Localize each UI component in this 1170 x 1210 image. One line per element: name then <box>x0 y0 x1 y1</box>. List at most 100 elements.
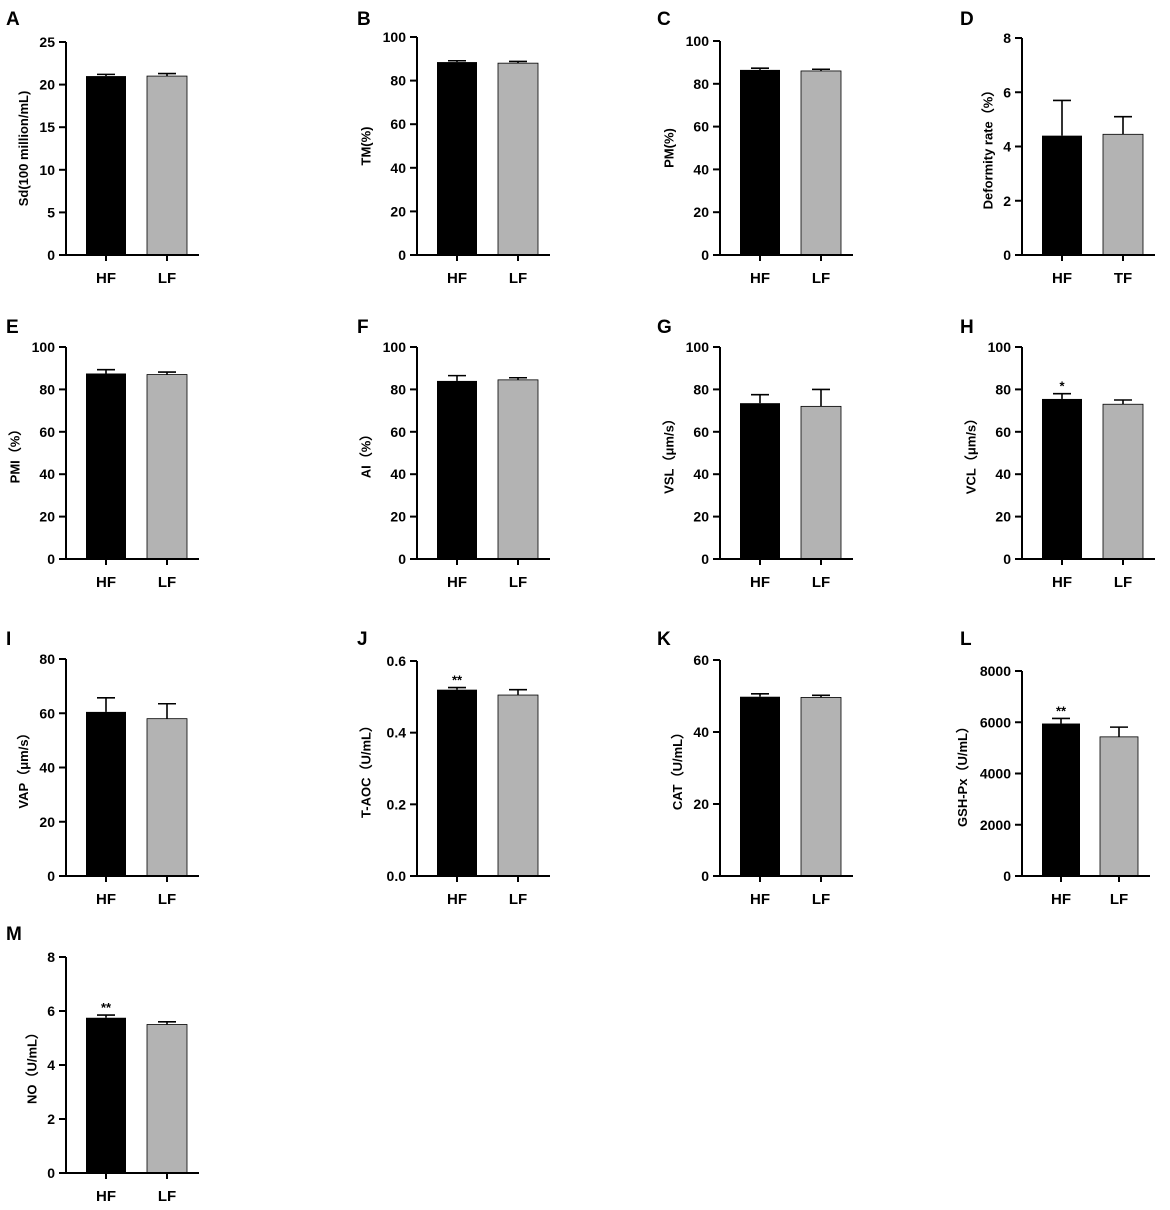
panel-f-ytick-label: 60 <box>390 424 406 440</box>
panel-j-chart: J ** HF LF 0.0 0.2 0.4 0.6 T-AOC（U/mL） <box>357 629 550 908</box>
panel-b-bar-hf <box>437 62 477 255</box>
panel-i-chart: I HF LF 0 20 40 60 80 VAP（μm/s） <box>6 629 199 908</box>
panel-m-ytick-label: 2 <box>47 1111 55 1127</box>
panel-k-ytick-label: 40 <box>693 724 709 740</box>
panel-f-xtick-lf: LF <box>509 574 527 591</box>
panel-f-letter: F <box>357 317 369 338</box>
panel-e-ytick-label: 60 <box>39 424 55 440</box>
panel-e-bar-lf <box>146 374 188 560</box>
panel-c-ytick-label: 60 <box>693 119 709 135</box>
panel-m-bar-hf <box>86 1017 126 1173</box>
panel-m-letter: M <box>6 924 22 945</box>
panel-k-ytick-label: 0 <box>701 868 709 884</box>
panel-a-ytick-label: 20 <box>39 77 55 93</box>
panel-e-ylabel: PMI（%） <box>8 423 23 484</box>
panel-i-ytick-label: 40 <box>39 760 55 776</box>
panel-h-bar-lf <box>1102 403 1144 560</box>
panel-a-chart: A HF LF 0 5 10 15 20 25 Sd(100 million/mL) <box>6 9 199 287</box>
panel-m-ytick-label: 0 <box>47 1165 55 1181</box>
panel-j-ytick-label: 0.0 <box>387 868 407 884</box>
panel-m-xtick-hf: HF <box>96 1188 116 1205</box>
panel-k-ylabel: CAT（U/mL） <box>670 726 685 810</box>
panel-d-chart: D HF TF 0 2 4 6 8 Deformity rate（%） <box>960 9 1155 287</box>
panel-f-chart: F HF LF 0 20 40 60 80 100 AI（%） <box>357 317 550 591</box>
panel-b-chart: B HF LF 0 20 40 60 80 100 TM(%) <box>357 9 550 287</box>
panel-k-bar-lf <box>800 697 842 877</box>
panel-i-xtick-lf: LF <box>158 891 176 908</box>
panel-a-letter: A <box>6 9 20 30</box>
panel-d-bar-hf <box>1042 135 1082 255</box>
panel-j-xtick-lf: LF <box>509 891 527 908</box>
panel-b-ytick-label: 20 <box>390 203 406 219</box>
panel-d-letter: D <box>960 9 974 30</box>
panel-c-chart: C HF LF 0 20 40 60 80 100 PM(%) <box>657 9 853 287</box>
panel-l-xtick-lf: LF <box>1110 891 1128 908</box>
panel-i-ytick-label: 20 <box>39 814 55 830</box>
panel-e-xtick-hf: HF <box>96 574 116 591</box>
panel-c-xtick-lf: LF <box>812 270 830 287</box>
panel-e-xtick-lf: LF <box>158 574 176 591</box>
panel-e-bar-hf <box>86 373 126 559</box>
panel-k-ytick-label: 60 <box>693 652 709 668</box>
panel-e-ytick-label: 20 <box>39 509 55 525</box>
panel-b-ytick-label: 100 <box>383 29 407 45</box>
panel-g-ytick-label: 100 <box>686 339 710 355</box>
panel-l-bar-lf <box>1099 736 1139 877</box>
panel-j-letter: J <box>357 629 368 650</box>
panel-d-bar-tf <box>1102 133 1144 256</box>
panel-l-bar-hf <box>1042 723 1080 876</box>
panel-l-ytick-label: 2000 <box>980 817 1011 833</box>
panel-m-ytick-label: 4 <box>47 1057 55 1073</box>
panel-b-xtick-lf: LF <box>509 270 527 287</box>
panel-l-chart: L ** HF LF 0 2000 4000 6000 8000 GSH-Px（U/mL） <box>955 629 1150 908</box>
panel-b-ytick-label: 60 <box>390 116 406 132</box>
panel-h-ytick-label: 60 <box>995 424 1011 440</box>
panel-h-ytick-label: 40 <box>995 466 1011 482</box>
panel-d-ytick-label: 8 <box>1003 30 1011 46</box>
panel-a-ytick-label: 25 <box>39 34 55 50</box>
panel-j-ytick-label: 0.6 <box>387 653 407 669</box>
panel-f-bar-hf <box>437 380 477 559</box>
panel-a-ytick-label: 10 <box>39 162 55 178</box>
panel-d-ylabel: Deformity rate（%） <box>981 84 996 210</box>
panel-c-xtick-hf: HF <box>750 270 770 287</box>
panel-d-ytick-label: 2 <box>1003 193 1011 209</box>
panel-a-xtick-lf: LF <box>158 270 176 287</box>
panel-g-ytick-label: 40 <box>693 466 709 482</box>
panel-h-ytick-label: 80 <box>995 381 1011 397</box>
panel-a-bar-lf <box>146 75 188 256</box>
panel-f-ytick-label: 40 <box>390 466 406 482</box>
panel-c-ytick-label: 40 <box>693 161 709 177</box>
panel-j-bar-lf <box>497 694 539 877</box>
panel-g-ytick-label: 20 <box>693 509 709 525</box>
panel-j-ytick-label: 0.4 <box>387 725 407 741</box>
panel-k-chart: K HF LF 0 20 40 60 CAT（U/mL） <box>657 629 853 908</box>
panel-k-ytick-label: 20 <box>693 796 709 812</box>
panel-e-ytick-label: 40 <box>39 466 55 482</box>
panel-f-ytick-label: 0 <box>398 551 406 567</box>
panel-i-bar-hf <box>86 711 126 876</box>
panel-h-ylabel: VCL（μm/s） <box>964 412 979 494</box>
panel-g-xtick-lf: LF <box>812 574 830 591</box>
panel-d-xtick-tf: TF <box>1114 270 1132 287</box>
panel-e-ytick-label: 0 <box>47 551 55 567</box>
panel-h-bar-hf <box>1042 398 1082 559</box>
panel-l-annotation: ** <box>1056 703 1067 718</box>
panel-g-xtick-hf: HF <box>750 574 770 591</box>
panel-g-chart: G HF LF 0 20 40 60 80 100 VSL（μm/s） <box>657 317 853 591</box>
panel-j-ytick-label: 0.2 <box>387 796 407 812</box>
panel-m-bar-lf <box>146 1024 188 1174</box>
panel-m-ytick-label: 6 <box>47 1003 55 1019</box>
panel-e-ytick-label: 100 <box>32 339 56 355</box>
panel-g-ylabel: VSL（μm/s） <box>662 412 677 494</box>
panel-a-ytick-label: 0 <box>47 247 55 263</box>
panel-g-ytick-label: 80 <box>693 381 709 397</box>
panel-a-ylabel: Sd(100 million/mL) <box>16 91 31 207</box>
panel-c-ytick-label: 80 <box>693 76 709 92</box>
panel-j-bar-hf <box>437 689 477 876</box>
panel-m-chart: M ** HF LF 0 2 4 6 8 NO（U/mL） <box>6 924 199 1205</box>
panel-l-xtick-hf: HF <box>1051 891 1071 908</box>
panel-i-ytick-label: 0 <box>47 868 55 884</box>
